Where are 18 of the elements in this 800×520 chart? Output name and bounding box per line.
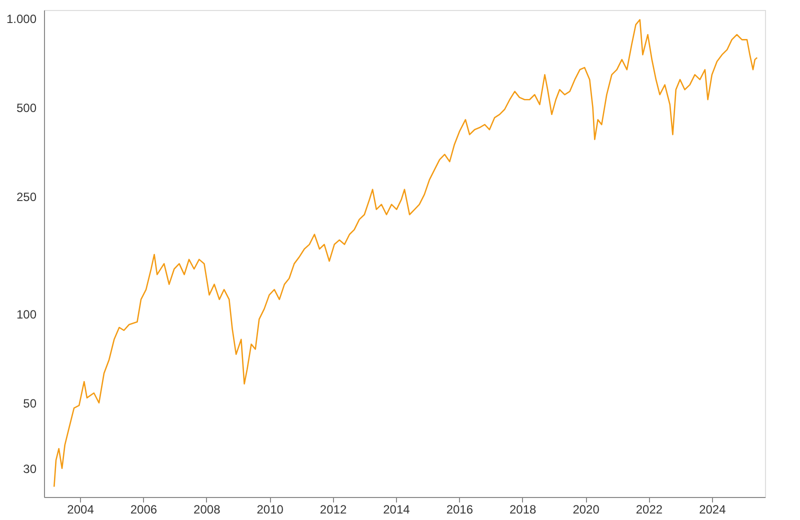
x-tick-label: 2020 [572,502,600,516]
x-tick-label: 2024 [699,502,726,516]
x-tick-label: 2022 [636,502,663,516]
y-tick-label: 50 [23,396,37,410]
x-tick-label: 2004 [67,502,94,516]
x-tick-label: 2018 [510,502,537,516]
x-tick-label: 2016 [446,502,474,516]
line-series [53,19,758,488]
y-tick-label: 250 [16,190,37,204]
x-tick-label: 2008 [194,502,221,516]
x-tick-label: 2006 [130,502,158,516]
x-tick-label: 2014 [383,502,410,516]
y-tick-label: 1.000 [6,12,37,26]
y-tick-label: 30 [23,462,37,476]
x-tick-label: 2010 [256,502,284,516]
x-tick-label: 2012 [320,502,347,516]
y-tick-label: 100 [16,307,37,322]
y-tick-label: 500 [16,101,37,116]
